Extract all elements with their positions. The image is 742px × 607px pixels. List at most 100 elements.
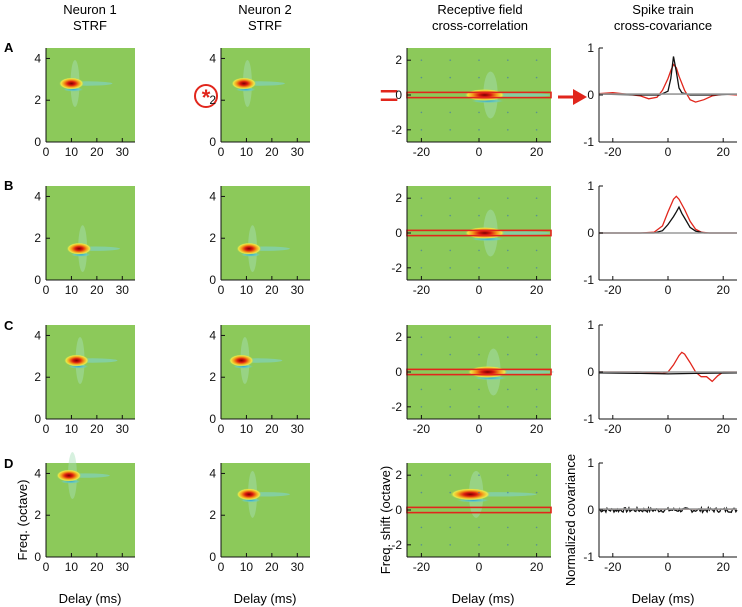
arrow-to-covariance [558, 89, 587, 105]
x-tick-label: 20 [265, 422, 279, 436]
x-tick-label: 20 [530, 145, 544, 159]
grid-dot [420, 491, 423, 494]
x-tick-label: 30 [116, 145, 130, 159]
grid-dot [535, 491, 538, 494]
heatmap-hotspot [236, 242, 262, 255]
panel-d-4: -20 0 20 -1 0 1 [583, 456, 738, 574]
x-tick-label: 10 [240, 560, 254, 574]
y-tick-label: 4 [34, 51, 41, 65]
panel-b-4: -20 0 20 -1 0 1 [583, 179, 737, 297]
x-tick-label: -20 [604, 560, 622, 574]
grid-dot [478, 491, 480, 494]
x-tick-label: 0 [218, 145, 225, 159]
row-label-c: C [4, 318, 14, 333]
convolve-circle [194, 84, 218, 108]
y-tick-label: 0 [209, 273, 216, 287]
grid-dot [478, 214, 480, 217]
grid-dot [478, 267, 480, 269]
x-tick-label: 30 [116, 422, 130, 436]
x-tick-label: 0 [43, 145, 50, 159]
grid-dot [507, 474, 509, 476]
x-tick-label: 30 [291, 145, 305, 159]
xlabel-col4: Delay (ms) [632, 591, 695, 606]
x-tick-label: 0 [218, 560, 225, 574]
y-tick-label: 4 [34, 466, 41, 480]
y-tick-label: 4 [209, 466, 216, 480]
x-tick-label: 10 [65, 283, 79, 297]
x-tick-label: 20 [717, 422, 731, 436]
grid-dot [507, 129, 509, 131]
panel-c-3: -20 0 20-202 [391, 325, 554, 436]
y-tick-label: 0 [34, 273, 41, 287]
x-tick-label: -20 [413, 283, 431, 297]
arrow-head [573, 89, 587, 105]
grid-dot [478, 197, 480, 199]
y-tick-label: -2 [391, 123, 402, 137]
xlabel-col1: Delay (ms) [59, 591, 122, 606]
heatmap-background [221, 463, 310, 557]
grid-dot [535, 406, 538, 408]
grid-dot [478, 129, 480, 131]
grid-dot [507, 197, 509, 199]
x-tick-label: 0 [476, 560, 483, 574]
ylabel-strf: Freq. (octave) [15, 480, 30, 561]
grid-dot [420, 388, 423, 391]
heatmap-hotspot [464, 227, 505, 239]
x-tick-label: 0 [43, 283, 50, 297]
grid-dot [420, 526, 423, 529]
y-tick-label: -2 [391, 261, 402, 275]
y-tick-label: 1 [587, 179, 594, 193]
grid-dot [449, 544, 452, 546]
equals-symbol: = [379, 77, 399, 115]
x-tick-label: -20 [413, 422, 431, 436]
x-tick-label: 0 [476, 422, 483, 436]
panel-b-1: 0 10 20 30 0 2 4 [34, 186, 135, 297]
grid-dot [535, 526, 538, 529]
y-tick-label: 0 [395, 365, 402, 379]
x-tick-label: 20 [265, 560, 279, 574]
x-tick-label: -20 [604, 283, 622, 297]
grid-dot [535, 129, 538, 131]
heatmap-background [46, 48, 135, 142]
x-tick-label: 20 [90, 422, 104, 436]
x-tick-label: 0 [43, 422, 50, 436]
grid-dot [420, 406, 423, 408]
grid-dot [535, 353, 538, 356]
x-tick-label: 30 [291, 560, 305, 574]
heatmap-background [221, 186, 310, 280]
grid-dot [420, 353, 423, 356]
panel-c-2: 0 10 20 30 0 2 4 [209, 325, 310, 436]
grid-dot [420, 197, 423, 199]
x-tick-label: 30 [291, 283, 305, 297]
y-tick-label: 0 [587, 226, 594, 240]
grid-dot [420, 59, 423, 61]
grid-dot [420, 544, 423, 546]
y-tick-label: 0 [34, 550, 41, 564]
y-tick-label: 0 [587, 503, 594, 517]
x-tick-label: 10 [65, 145, 79, 159]
y-tick-label: -1 [583, 135, 594, 149]
x-tick-label: 20 [530, 560, 544, 574]
grid-dot [507, 491, 509, 494]
grid-dot [535, 544, 538, 546]
grid-dot [449, 197, 452, 199]
y-tick-label: 0 [209, 135, 216, 149]
grid-dot [420, 249, 423, 252]
x-tick-label: 20 [265, 145, 279, 159]
xcorr-dot-grid [420, 59, 538, 131]
x-tick-label: -20 [413, 560, 431, 574]
y-tick-label: 2 [34, 93, 41, 107]
grid-dot [478, 544, 480, 546]
grid-dot [449, 59, 452, 61]
col-title-4-line1: Spike train [632, 2, 693, 17]
grid-dot [507, 214, 509, 217]
x-tick-label: 20 [90, 560, 104, 574]
grid-dot [535, 76, 538, 79]
y-tick-label: 1 [587, 41, 594, 55]
heatmap-hotspot [236, 488, 262, 501]
series-measured [598, 56, 738, 96]
col-title-1-line1: Neuron 1 [63, 2, 116, 17]
x-tick-label: 10 [240, 422, 254, 436]
grid-dot [449, 353, 452, 356]
